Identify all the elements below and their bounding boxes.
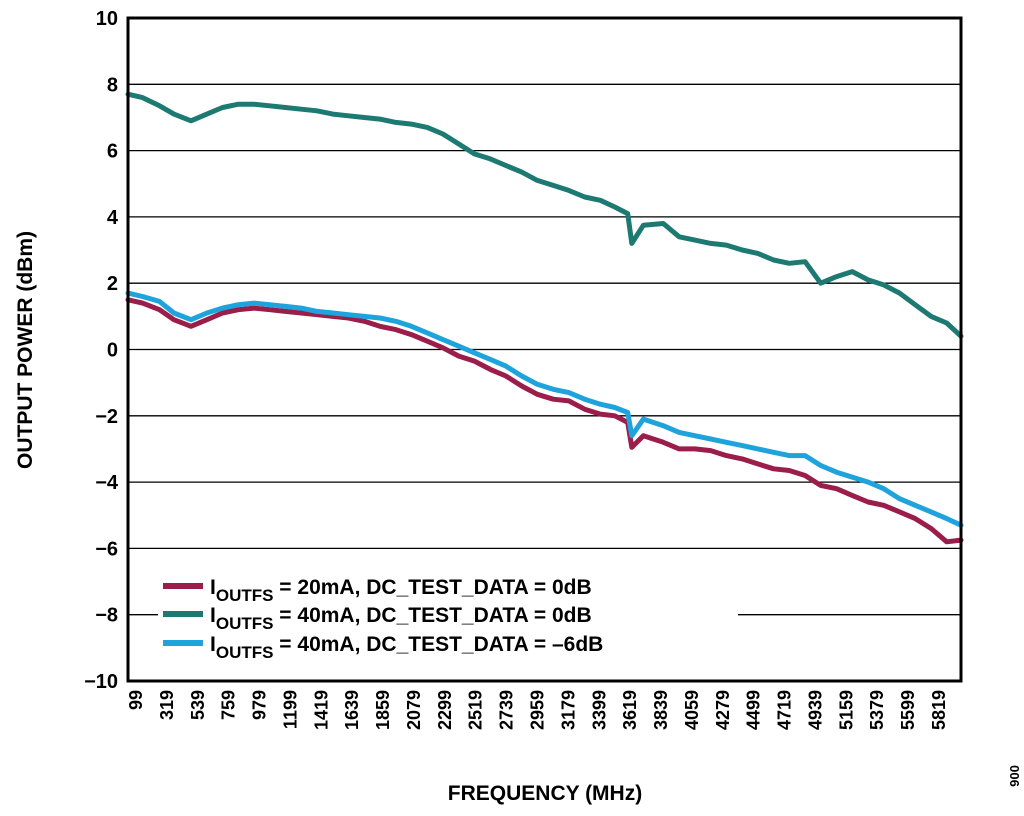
series-line-2 [125,91,964,339]
x-tick-label: 3179 [558,690,578,730]
legend: IOUTFS = 20mA, DC_TEST_DATA = 0dBIOUTFS … [158,570,738,662]
y-tick-label: −6 [95,538,118,560]
plot-frame [126,16,963,683]
x-tick-label: 759 [219,690,239,720]
y-tick-label: 0 [107,340,118,362]
y-tick-label: 10 [96,8,118,30]
x-tick-label: 2959 [528,690,548,730]
series-lines [125,91,964,545]
series-line-1 [125,297,964,545]
x-tick-label: 1199 [280,690,300,729]
legend-label: IOUTFS = 20mA, DC_TEST_DATA = 0dB [210,576,592,605]
x-tick-label: 4499 [744,690,764,730]
x-tick-label: 1859 [373,690,393,730]
x-tick-label: 5599 [898,690,918,730]
y-tick-label: 4 [107,207,119,229]
grid-lines [128,83,961,616]
x-tick-label: 539 [188,690,208,720]
x-tick-label: 4279 [713,690,733,730]
y-tick-label: 6 [107,141,118,163]
y-tick-labels: 10 8 6 4 2 0 −2 −4 −6 −8 −10 [84,8,119,693]
x-tick-label: 2079 [404,690,424,730]
x-tick-label: 5819 [929,690,949,730]
x-tick-labels: 99 319 539 759 979 1199 1419 1639 1859 2079 2299 25… [126,690,949,730]
legend-background [158,570,738,662]
x-tick-label: 4059 [682,690,702,730]
x-tick-label: 1639 [342,690,362,730]
x-tick-label: 1419 [311,690,331,730]
legend-label: IOUTFS = 40mA, DC_TEST_DATA = 0dB [210,604,592,633]
x-axis-label: FREQUENCY (MHz) [448,782,642,805]
x-tick-label: 5379 [867,690,887,730]
x-tick-label: 4719 [775,690,795,730]
x-tick-label: 5159 [836,690,856,730]
x-tick-label: 319 [157,690,177,720]
series-line-3 [125,290,964,528]
y-tick-label: −4 [95,472,119,494]
x-tick-label: 2739 [497,690,517,730]
y-tick-label: −8 [95,605,118,627]
x-tick-label: 99 [126,690,146,710]
x-tick-label: 3399 [589,690,609,730]
x-tick-label: 979 [250,690,270,720]
y-tick-label: 8 [107,74,118,96]
x-tick-label: 2519 [466,690,486,730]
y-tick-label: −10 [84,671,118,693]
legend-label: IOUTFS = 40mA, DC_TEST_DATA = –6dB [210,633,603,662]
x-tick-label: 3619 [620,690,640,730]
y-axis-label: OUTPUT POWER (dBm) [14,231,37,469]
y-tick-label: −2 [95,406,118,428]
figure-number: 006 [1007,765,1022,787]
y-tick-label: 2 [107,273,118,295]
x-tick-label: 4939 [805,690,825,730]
x-tick-label: 2299 [435,690,455,730]
x-tick-label: 3839 [651,690,671,730]
